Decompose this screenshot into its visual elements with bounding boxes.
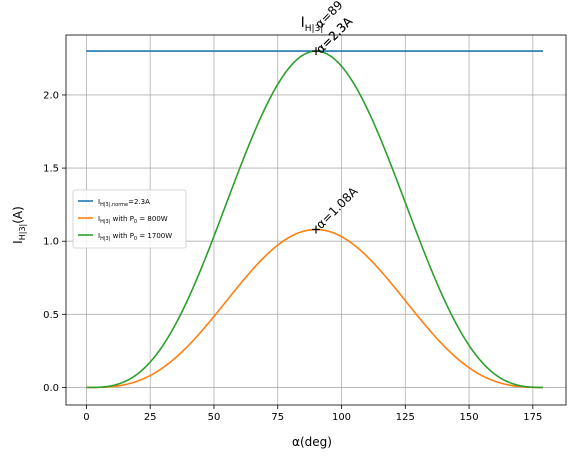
legend-label-3: IH|3| with P0 = 1700W: [98, 232, 172, 242]
y-axis-ticks: 0.0 0.5 1.0 1.5 2.0: [43, 90, 66, 394]
x-tick-label: 100: [332, 412, 351, 423]
peak-marker-1: [312, 47, 320, 56]
y-axis-label-sub: H|3|: [18, 224, 27, 241]
x-tick-label: 175: [523, 412, 542, 423]
peak-marker-2: [312, 225, 320, 234]
x-tick-label: 0: [83, 412, 89, 423]
legend-label-1: IH|3|,norme=2.3A: [98, 198, 150, 208]
x-axis-ticks: 0 25 50 75 100 125 150 175: [83, 405, 542, 423]
chart-title-sub: H|3|: [305, 24, 324, 34]
y-axis-label-unit: (A): [11, 206, 25, 224]
y-axis-label-main: I: [11, 240, 25, 244]
legend-label-2: IH|3| with P0 = 800W: [98, 215, 168, 225]
y-tick-label: 2.0: [43, 90, 59, 101]
grid: [66, 35, 566, 405]
y-tick-label: 1.5: [43, 164, 59, 175]
legend-box: [72, 189, 187, 249]
legend-entry-2: IH|3| with P0 = 800W: [78, 215, 168, 225]
legend-entry-3: IH|3| with P0 = 1700W: [78, 232, 172, 242]
x-tick-label: 50: [208, 412, 221, 423]
x-tick-label: 150: [460, 412, 479, 423]
markers: [312, 47, 320, 234]
series-line-2: [86, 228, 544, 389]
chart-title-main: I: [301, 15, 305, 31]
x-axis-label: α(deg): [292, 435, 332, 449]
legend: IH|3|,norme=2.3A IH|3| with P0 = 800W IH…: [72, 189, 187, 249]
annotation-4: α=1.08A: [313, 184, 361, 232]
chart-title: IH|3|: [301, 15, 324, 34]
plot-frame: [65, 34, 567, 406]
y-tick-label: 1.0: [43, 237, 59, 248]
x-tick-label: 75: [271, 412, 284, 423]
y-axis-label: IH|3|(A): [11, 206, 27, 244]
x-tick-label: 125: [396, 412, 415, 423]
y-tick-label: 0.5: [43, 310, 59, 321]
y-tick-label: 0.0: [43, 383, 59, 394]
x-tick-label: 25: [144, 412, 157, 423]
legend-entry-1: IH|3|,norme=2.3A: [78, 198, 150, 208]
